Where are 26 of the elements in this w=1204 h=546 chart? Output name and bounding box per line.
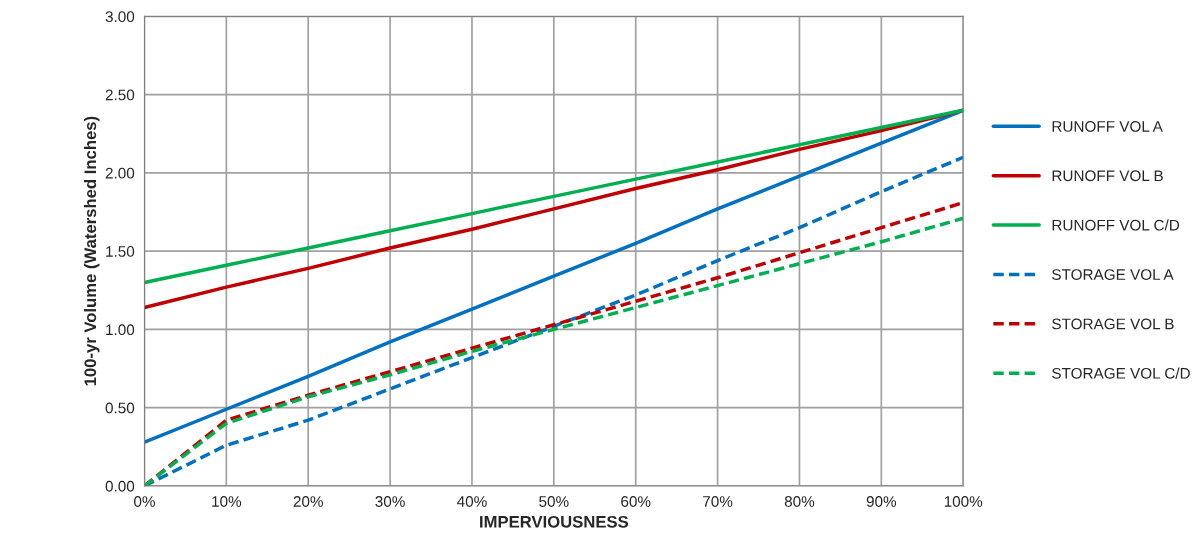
- x-tick-label: 70%: [703, 496, 733, 507]
- y-tick-label: 0.00: [105, 480, 135, 492]
- x-tick-label: 50%: [539, 496, 569, 507]
- legend-label: STORAGE VOL B: [1052, 318, 1174, 330]
- x-tick-label: 20%: [293, 496, 323, 507]
- legend-label: STORAGE VOL A: [1052, 269, 1174, 280]
- x-tick-label: 60%: [621, 496, 651, 507]
- legend-label: RUNOFF VOL A: [1052, 120, 1163, 132]
- y-axis-title: 100-yr Volume (Watershed Inches): [83, 116, 100, 386]
- x-tick-label: 100%: [944, 496, 983, 507]
- x-axis-title: IMPERVIOUSNESS: [480, 515, 629, 528]
- legend-label: STORAGE VOL C/D: [1052, 367, 1190, 379]
- y-tick-label: 3.00: [105, 11, 135, 23]
- y-tick-label: 1.50: [106, 246, 135, 257]
- y-tick-label: 1.00: [106, 324, 135, 336]
- legend-label: RUNOFF VOL B: [1052, 170, 1163, 182]
- x-tick-label: 0%: [134, 496, 155, 507]
- y-tick-label: 2.00: [105, 167, 135, 179]
- y-tick-label: 2.50: [105, 89, 135, 101]
- legend-label: RUNOFF VOL C/D: [1052, 219, 1180, 231]
- y-tick-label: 0.50: [105, 402, 135, 414]
- x-tick-label: 10%: [212, 496, 242, 507]
- x-tick-label: 30%: [375, 496, 405, 507]
- x-tick-label: 40%: [457, 496, 487, 507]
- x-tick-label: 80%: [784, 496, 815, 507]
- x-tick-label: 90%: [866, 496, 897, 507]
